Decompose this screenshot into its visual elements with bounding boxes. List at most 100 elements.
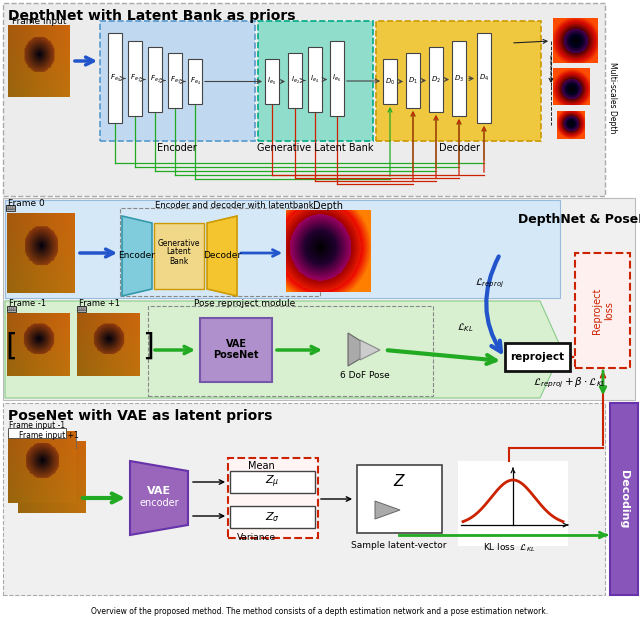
Bar [9,208,10,210]
Bar [228,458,318,538]
Bar [610,403,638,595]
Text: Decoding: Decoding [619,470,629,528]
Bar [9,206,10,208]
Text: $\mathcal{L}_{reproj} + \beta \cdot \mathcal{L}_{KL}$: $\mathcal{L}_{reproj} + \beta \cdot \mat… [533,376,607,390]
Text: $Z_\sigma$: $Z_\sigma$ [264,510,280,524]
Bar [128,41,142,116]
Bar [188,59,202,104]
Text: Generative: Generative [157,238,200,248]
Text: Decoder: Decoder [203,251,241,259]
Bar [3,403,605,595]
Text: $F_{e_1}$: $F_{e_1}$ [129,73,140,84]
Text: $F_{e_3}$: $F_{e_3}$ [170,75,180,86]
Text: reproject: reproject [510,352,564,362]
Bar [82,310,83,311]
Text: Bank: Bank [170,256,189,266]
Bar [258,21,373,141]
Bar [108,33,122,123]
Text: Pose reproject module: Pose reproject module [195,299,296,307]
Text: Depth: Depth [313,201,343,211]
Text: PoseNet: PoseNet [213,350,259,360]
Bar [452,41,466,116]
Text: DepthNet & PoseNet: DepthNet & PoseNet [518,213,640,226]
Bar [12,310,13,311]
Text: [: [ [5,332,17,361]
Text: Frame -1: Frame -1 [9,300,46,309]
Bar [84,310,86,311]
Text: $F_{e_2}$: $F_{e_2}$ [150,74,161,85]
Text: $\mathcal{L}_{reproj}$: $\mathcal{L}_{reproj}$ [476,276,504,290]
Bar [13,208,15,210]
Bar [11,206,13,208]
Text: Variance: Variance [236,534,276,542]
Bar [6,205,15,211]
Bar [14,307,15,309]
Text: $I_{e_4}$: $I_{e_4}$ [310,74,319,85]
Text: PoseNet with VAE as latent priors: PoseNet with VAE as latent priors [8,409,273,423]
Bar [80,307,81,309]
Bar [3,198,635,400]
Bar [8,310,10,311]
Text: Frame +1: Frame +1 [79,300,120,309]
Text: Frame input: Frame input [12,17,67,26]
Bar [376,21,541,141]
Bar [84,307,86,309]
Bar [11,208,13,210]
Text: Decoder: Decoder [438,143,479,153]
Bar [288,53,302,108]
Bar [7,206,8,208]
Text: $\mathcal{L}_{KL}$: $\mathcal{L}_{KL}$ [457,322,474,335]
Text: $F_{e_4}$: $F_{e_4}$ [189,76,200,87]
Polygon shape [5,301,562,398]
Text: ]: ] [142,332,154,361]
Text: VAE: VAE [225,339,246,349]
Bar [154,223,204,289]
Polygon shape [130,461,188,535]
Text: Generative Latent Bank: Generative Latent Bank [257,143,373,153]
Text: $D_0$: $D_0$ [385,77,395,86]
Bar [477,33,491,123]
Bar [406,53,420,108]
Text: Latent: Latent [166,248,191,256]
Text: Encoder: Encoder [118,251,156,259]
Text: DepthNet with Latent Bank as priors: DepthNet with Latent Bank as priors [8,9,296,23]
Text: Encoder: Encoder [157,143,197,153]
Bar [120,208,320,296]
Text: $Z_\mu$: $Z_\mu$ [265,474,279,490]
Bar [330,41,344,116]
Bar [18,438,76,448]
Text: Reproject
loss: Reproject loss [592,288,614,334]
Bar [100,21,255,141]
Text: Sample latent-vector: Sample latent-vector [351,541,447,549]
Bar [429,47,443,112]
Polygon shape [122,216,152,296]
Polygon shape [348,333,375,366]
Bar [80,310,81,311]
Polygon shape [375,501,400,519]
Bar [77,306,86,312]
Bar [505,343,570,371]
Bar [13,206,15,208]
Text: Frame 0: Frame 0 [8,198,45,208]
Bar [5,200,560,298]
Bar [10,310,12,311]
Text: encoder: encoder [139,498,179,508]
Bar [383,59,397,104]
Text: 6 DoF Pose: 6 DoF Pose [340,371,390,381]
Text: Encoder and decoder with latentbank: Encoder and decoder with latentbank [155,200,314,210]
Text: $D_1$: $D_1$ [408,75,418,86]
Text: Multi-scales Depth: Multi-scales Depth [607,62,616,134]
Text: Mean: Mean [248,461,275,471]
Bar [200,318,272,382]
Text: Overview of the proposed method. The method consists of a depth estimation netwo: Overview of the proposed method. The met… [92,608,548,616]
Bar [168,53,182,108]
Text: $D_4$: $D_4$ [479,73,489,83]
Bar [14,310,15,311]
Polygon shape [360,340,380,360]
Text: KL loss  $\mathcal{L}_{KL}$: KL loss $\mathcal{L}_{KL}$ [483,542,535,554]
Bar [148,47,162,112]
Bar [10,307,12,309]
Bar [230,506,315,528]
Text: $D_3$: $D_3$ [454,73,464,83]
Text: $I_{e_2}$: $I_{e_2}$ [291,75,300,86]
